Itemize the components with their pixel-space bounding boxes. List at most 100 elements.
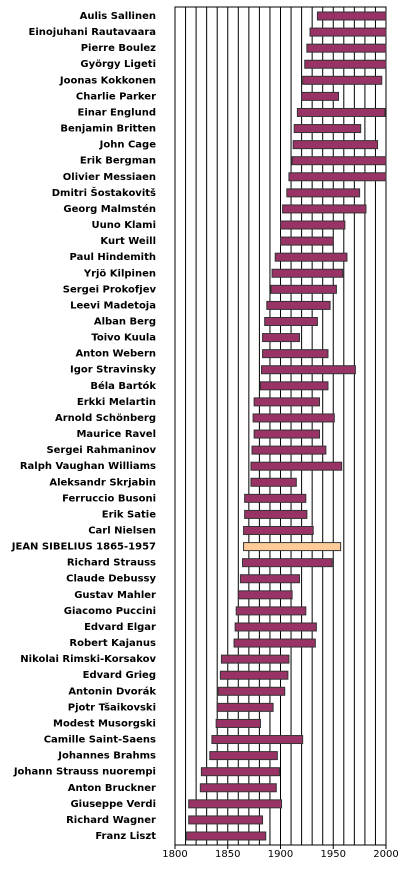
bar [243, 542, 342, 552]
bar [280, 236, 334, 246]
bar [264, 316, 318, 326]
y-tick-label: Einojuhani Rautavaara [29, 27, 156, 38]
x-tick-label: 1800 [162, 849, 187, 860]
y-tick-label: Johannes Brahms [57, 751, 156, 762]
bar [271, 268, 344, 278]
y-tick-label: Camille Saint-Saens [44, 735, 156, 746]
y-tick-label: Franz Liszt [95, 831, 156, 842]
y-tick-label: Pierre Boulez [81, 43, 156, 54]
y-tick-label: György Ligeti [80, 59, 156, 70]
bar [304, 59, 387, 69]
y-tick-label: Nikolai Rimski-Korsakov [20, 654, 156, 665]
bar [251, 445, 327, 455]
bar [270, 284, 337, 294]
bar [211, 735, 304, 745]
y-tick-label: Modest Musorgski [53, 718, 156, 729]
bar [220, 654, 290, 664]
y-tick-label: Pjotr Tšaikovski [68, 701, 156, 713]
bar [239, 574, 300, 584]
bar [309, 27, 387, 37]
bar [253, 397, 321, 407]
y-tick-label: Olivier Messiaen [63, 172, 156, 183]
y-tick-label: Leevi Madetoja [70, 300, 156, 311]
y-tick-label: Johann Strauss nuorempi [13, 767, 156, 778]
bar [217, 686, 286, 696]
bar [250, 477, 297, 487]
x-tick-label: 1950 [321, 849, 346, 860]
y-tick-label: Alban Berg [94, 316, 156, 327]
x-tick-label: 2000 [373, 849, 398, 860]
bar [186, 831, 267, 841]
x-tick-label: 1900 [268, 849, 293, 860]
bar [219, 670, 289, 680]
bar [288, 172, 387, 182]
bar [266, 300, 331, 310]
y-tick-label: Erik Satie [102, 509, 156, 520]
y-tick-label: Aleksandr Skrjabin [49, 477, 156, 488]
bar [253, 429, 321, 439]
y-tick-label: Igor Stravinsky [70, 365, 156, 376]
bar [199, 783, 277, 793]
y-tick-label: Giacomo Puccini [64, 606, 156, 617]
y-tick-label: Béla Bartók [90, 380, 156, 392]
y-tick-label: Robert Kajanus [69, 638, 156, 649]
bar [259, 381, 329, 391]
bar [293, 124, 362, 134]
y-tick-label: John Cage [99, 140, 157, 151]
bar [188, 799, 283, 809]
x-tick-label: 1850 [215, 849, 240, 860]
y-tick-label: Toivo Kuula [91, 333, 156, 344]
y-tick-label: Richard Wagner [66, 815, 156, 826]
bar [274, 252, 348, 262]
y-tick-label: Erkki Melartin [77, 397, 156, 408]
y-tick-label: Carl Nielsen [88, 526, 156, 537]
y-tick-label: Benjamin Britten [60, 124, 156, 135]
bar [233, 638, 316, 648]
bar [216, 702, 274, 712]
bar [316, 11, 387, 21]
y-tick-label: Maurice Ravel [76, 429, 156, 440]
y-tick-label: Antonin Dvorák [68, 685, 156, 697]
y-tick-label: Charlie Parker [76, 91, 156, 102]
y-tick-label: Sergei Prokofjev [63, 284, 157, 295]
bar [250, 461, 343, 471]
y-tick-label: Claude Debussy [66, 574, 156, 585]
y-tick-label: Edvard Elgar [84, 622, 156, 633]
y-tick-label: Joonas Kokkonen [59, 75, 156, 86]
bar [188, 815, 264, 825]
y-tick-label: Ralph Vaughan Williams [20, 461, 156, 472]
y-tick-label: Einar Englund [78, 107, 156, 118]
y-tick-label: Kurt Weill [100, 236, 156, 247]
y-tick-label: Paul Hindemith [70, 252, 156, 263]
bar [262, 349, 329, 359]
bar [242, 558, 333, 568]
bar [261, 365, 356, 375]
y-tick-label: Dmitri Šostakovitš [52, 186, 156, 199]
y-tick-label: Richard Strauss [67, 558, 156, 569]
bar [286, 188, 361, 198]
bar [252, 413, 335, 423]
bar [282, 204, 367, 214]
bar [235, 606, 307, 616]
y-tick-label: Gustav Mahler [74, 590, 156, 601]
y-tick-label: Uuno Klami [92, 220, 156, 231]
bar [280, 220, 346, 230]
bar [244, 509, 308, 519]
bar [237, 590, 293, 600]
y-tick-label: Giuseppe Verdi [70, 799, 156, 810]
bar [306, 43, 387, 53]
bar [292, 140, 379, 150]
bar [302, 75, 383, 85]
bar [200, 767, 280, 777]
y-tick-label: Georg Malmstén [63, 203, 156, 215]
bar [301, 91, 340, 101]
bar [291, 156, 387, 166]
bar [234, 622, 317, 632]
y-tick-label: Anton Webern [75, 349, 156, 360]
y-tick-label: Sergei Rahmaninov [46, 445, 156, 456]
bar [262, 333, 300, 343]
y-tick-label: Edvard Grieg [83, 670, 156, 681]
y-tick-label: Erik Bergman [80, 156, 156, 167]
bar [296, 107, 386, 117]
